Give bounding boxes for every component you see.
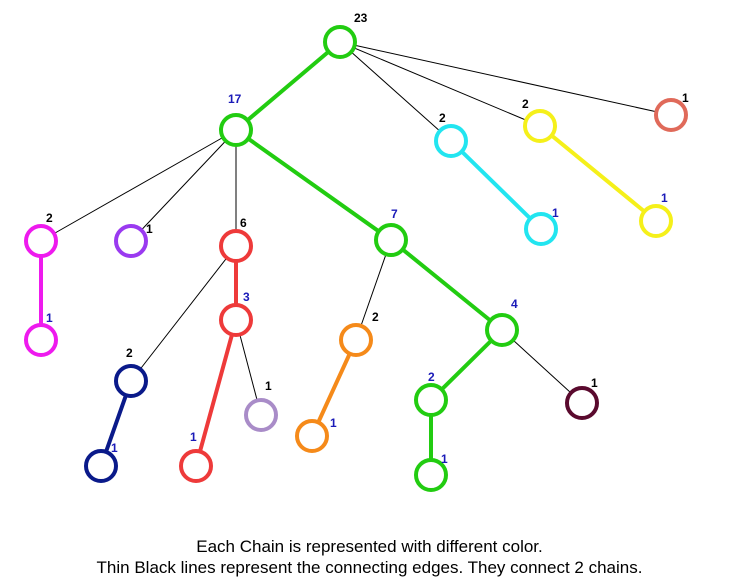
caption-line-2: Thin Black lines represent the connectin… [96, 558, 643, 577]
node-count-label-c2: 2 [439, 111, 446, 125]
node-count-label-l1: 1 [265, 379, 272, 393]
node-b2 [114, 364, 148, 398]
edge-heavy-n7-n4 [389, 238, 504, 332]
node-d1 [565, 386, 599, 420]
node-m2 [24, 224, 58, 258]
node-r1 [179, 449, 213, 483]
edge-light-n17-m2 [40, 129, 237, 242]
node-count-label-g2: 2 [428, 370, 435, 384]
node-p1 [114, 224, 148, 258]
node-y2 [523, 109, 557, 143]
node-y1 [639, 204, 673, 238]
edge-heavy-c2-c1 [449, 139, 543, 231]
node-count-label-n4: 4 [511, 297, 518, 311]
edge-heavy-y2-y1 [538, 124, 658, 223]
edge-light-n23-y2 [339, 41, 541, 127]
node-r3 [219, 303, 253, 337]
node-s1 [654, 98, 688, 132]
node-c2 [434, 124, 468, 158]
node-count-label-b1: 1 [111, 441, 118, 455]
edge-light-n23-c2 [339, 41, 452, 142]
node-n23 [323, 25, 357, 59]
node-b1 [84, 449, 118, 483]
nodes-layer [24, 25, 688, 492]
edge-heavy-o2-o1 [310, 338, 358, 438]
edge-light-n23-s1 [339, 41, 672, 116]
node-g2 [414, 383, 448, 417]
edge-light-r6-b2 [130, 245, 237, 382]
node-count-label-n17: 17 [228, 92, 242, 106]
edge-light-n4-d1 [501, 329, 583, 404]
node-count-label-y2: 2 [522, 97, 529, 111]
edge-light-n17-p1 [130, 129, 237, 242]
node-l1 [244, 398, 278, 432]
node-m1 [24, 323, 58, 357]
node-n7 [374, 223, 408, 257]
edge-heavy-r3-r1 [194, 318, 238, 468]
node-count-label-m2: 2 [46, 211, 53, 225]
edge-heavy-n23-n17 [234, 40, 342, 132]
edge-heavy-n17-n7 [234, 128, 393, 242]
node-count-label-c1: 1 [552, 206, 559, 220]
node-count-label-r3: 3 [243, 290, 250, 304]
node-count-label-d1: 1 [591, 376, 598, 390]
caption-line-1: Each Chain is represented with different… [196, 537, 543, 556]
node-n17 [219, 113, 253, 147]
node-count-label-b2: 2 [126, 346, 133, 360]
node-count-label-g1: 1 [441, 452, 448, 466]
node-count-label-n7: 7 [391, 207, 398, 221]
node-g1 [414, 458, 448, 492]
node-n4 [485, 313, 519, 347]
edge-light-n7-o2 [355, 239, 392, 341]
node-count-label-n23: 23 [354, 11, 368, 25]
node-o2 [339, 323, 373, 357]
node-count-label-p1: 1 [146, 222, 153, 236]
node-count-label-o1: 1 [330, 416, 337, 430]
node-count-label-s1: 1 [682, 91, 689, 105]
node-count-label-o2: 2 [372, 310, 379, 324]
node-count-label-r1: 1 [190, 430, 197, 444]
node-o1 [295, 419, 329, 453]
node-count-label-r6: 6 [240, 216, 247, 230]
node-r6 [219, 229, 253, 263]
node-c1 [524, 212, 558, 246]
node-count-label-y1: 1 [661, 191, 668, 205]
node-count-label-m1: 1 [46, 311, 53, 325]
